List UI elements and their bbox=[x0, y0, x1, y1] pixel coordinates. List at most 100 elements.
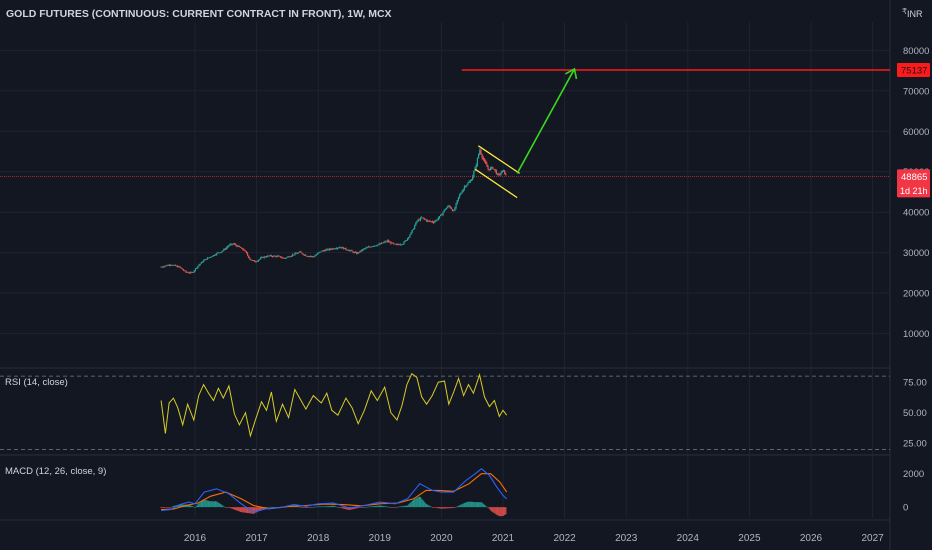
candle-body bbox=[314, 255, 316, 257]
macd-histogram-bar bbox=[239, 507, 242, 512]
macd-histogram-bar bbox=[488, 507, 490, 509]
macd-histogram-bar bbox=[431, 507, 433, 508]
candle-body bbox=[328, 248, 330, 250]
macd-histogram-bar bbox=[449, 507, 451, 509]
candle-body bbox=[467, 182, 469, 185]
candle-body bbox=[482, 157, 484, 160]
candle-body bbox=[435, 219, 437, 222]
macd-histogram-bar bbox=[205, 500, 207, 508]
macd-histogram-bar bbox=[466, 502, 468, 508]
candle-body bbox=[474, 167, 476, 172]
macd-histogram-bar bbox=[481, 502, 483, 508]
candle-body bbox=[180, 267, 182, 269]
candle-body bbox=[305, 254, 307, 256]
macd-histogram-bar bbox=[378, 505, 380, 508]
macd-histogram-bar bbox=[337, 506, 339, 508]
candle-body bbox=[242, 248, 244, 250]
macd-histogram-bar bbox=[237, 507, 239, 511]
candle-body bbox=[341, 247, 343, 249]
macd-histogram-bar bbox=[327, 506, 329, 508]
macd-histogram-bar bbox=[209, 501, 211, 508]
candle-body bbox=[308, 256, 310, 257]
macd-histogram-bar bbox=[502, 507, 505, 516]
macd-histogram-bar bbox=[201, 500, 204, 508]
candle-body bbox=[161, 266, 163, 268]
macd-histogram-bar bbox=[427, 504, 429, 508]
candle-body bbox=[486, 163, 488, 167]
macd-histogram-bar bbox=[366, 506, 368, 508]
macd-histogram-bar bbox=[397, 506, 399, 508]
macd-histogram-bar bbox=[199, 502, 201, 508]
candle-body bbox=[301, 252, 303, 254]
channel-lower-line[interactable] bbox=[474, 168, 518, 199]
macd-histogram-bar bbox=[372, 506, 374, 508]
candle-body bbox=[505, 174, 507, 175]
candle-body bbox=[315, 254, 317, 256]
macd-histogram-bar bbox=[493, 507, 495, 514]
projection-arrowhead bbox=[565, 67, 578, 80]
projection-arrow[interactable] bbox=[516, 68, 576, 174]
macd-histogram-bar bbox=[404, 505, 406, 508]
candle-body bbox=[339, 247, 341, 249]
candle-body bbox=[470, 180, 473, 181]
macd-histogram-bar bbox=[434, 507, 436, 508]
candle-body bbox=[187, 272, 189, 274]
channel-upper-line[interactable] bbox=[477, 145, 520, 174]
y-tick-40000: 40000 bbox=[903, 208, 929, 219]
rsi-pane[interactable] bbox=[0, 372, 890, 450]
macd-histogram-bar bbox=[419, 497, 422, 508]
candle-body bbox=[334, 248, 336, 250]
candle-body bbox=[338, 247, 340, 249]
currency-label[interactable]: INR bbox=[907, 9, 923, 19]
candle-body bbox=[207, 257, 210, 259]
candle-body bbox=[319, 251, 321, 253]
macd-pane[interactable] bbox=[160, 467, 508, 517]
candle-body bbox=[204, 259, 206, 261]
macd-histogram-bar bbox=[414, 499, 416, 508]
macd-histogram-bar bbox=[231, 507, 233, 509]
candle-body bbox=[429, 220, 431, 222]
macd-histogram-bar bbox=[437, 507, 439, 509]
candle-body bbox=[213, 255, 216, 256]
candle-body bbox=[384, 241, 386, 243]
macd-histogram-bar bbox=[168, 507, 171, 508]
candle-body bbox=[455, 203, 457, 208]
candle-body bbox=[255, 261, 257, 263]
macd-histogram-bar bbox=[475, 502, 477, 508]
macd-histogram-bar bbox=[451, 507, 454, 509]
macd-histogram-bar bbox=[306, 507, 308, 508]
macd-histogram-bar bbox=[181, 504, 184, 508]
macd-histogram-bar bbox=[463, 503, 465, 508]
candle-body bbox=[217, 252, 219, 254]
macd-histogram-bar bbox=[480, 502, 482, 508]
y-tick-30000: 30000 bbox=[903, 248, 929, 259]
target-price-badge[interactable]: 75137 bbox=[897, 63, 930, 78]
macd-histogram-bar bbox=[335, 506, 338, 508]
candle-body bbox=[456, 200, 458, 204]
rsi-tick-75: 75.00 bbox=[903, 378, 927, 389]
macd-histogram-bar bbox=[241, 507, 243, 513]
candle-body bbox=[257, 260, 259, 262]
macd-histogram-bar bbox=[268, 506, 270, 508]
candle-body bbox=[460, 193, 462, 195]
last-price-badge[interactable]: 48865 1d 21h bbox=[897, 169, 930, 198]
macd-histogram-bar bbox=[461, 504, 463, 508]
macd-histogram-bar bbox=[402, 506, 404, 508]
macd-histogram-bar bbox=[245, 507, 248, 513]
candle-body bbox=[276, 255, 278, 257]
y-tick-10000: 10000 bbox=[903, 329, 929, 340]
candle-body bbox=[499, 174, 501, 175]
candle-body bbox=[373, 245, 375, 247]
price-pane[interactable] bbox=[0, 67, 890, 274]
macd-histogram-bar bbox=[495, 507, 497, 515]
candle-body bbox=[269, 255, 271, 257]
macd-histogram-bar bbox=[348, 507, 351, 510]
candle-body bbox=[408, 237, 410, 239]
candle-body bbox=[425, 219, 428, 222]
macd-histogram-bar bbox=[486, 506, 488, 508]
candle-body bbox=[303, 254, 306, 256]
rsi-title[interactable]: RSI (14, close) bbox=[5, 377, 68, 388]
macd-title[interactable]: MACD (12, 26, close, 9) bbox=[5, 466, 106, 477]
